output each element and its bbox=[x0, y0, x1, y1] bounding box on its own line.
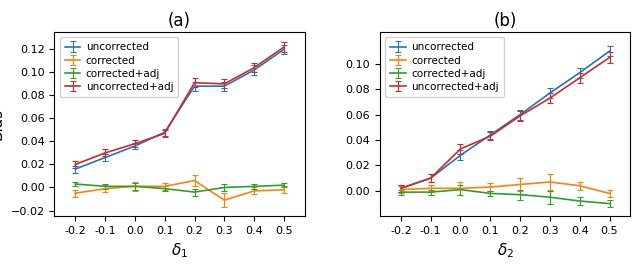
Legend: uncorrected, corrected, corrected+adj, uncorrected+adj: uncorrected, corrected, corrected+adj, u… bbox=[385, 37, 504, 97]
X-axis label: $\delta_2$: $\delta_2$ bbox=[497, 242, 514, 260]
Y-axis label: Bias: Bias bbox=[0, 108, 5, 140]
X-axis label: $\delta_1$: $\delta_1$ bbox=[171, 242, 188, 260]
Legend: uncorrected, corrected, corrected+adj, uncorrected+adj: uncorrected, corrected, corrected+adj, u… bbox=[60, 37, 179, 97]
Title: (a): (a) bbox=[168, 13, 191, 30]
Title: (b): (b) bbox=[493, 13, 517, 30]
